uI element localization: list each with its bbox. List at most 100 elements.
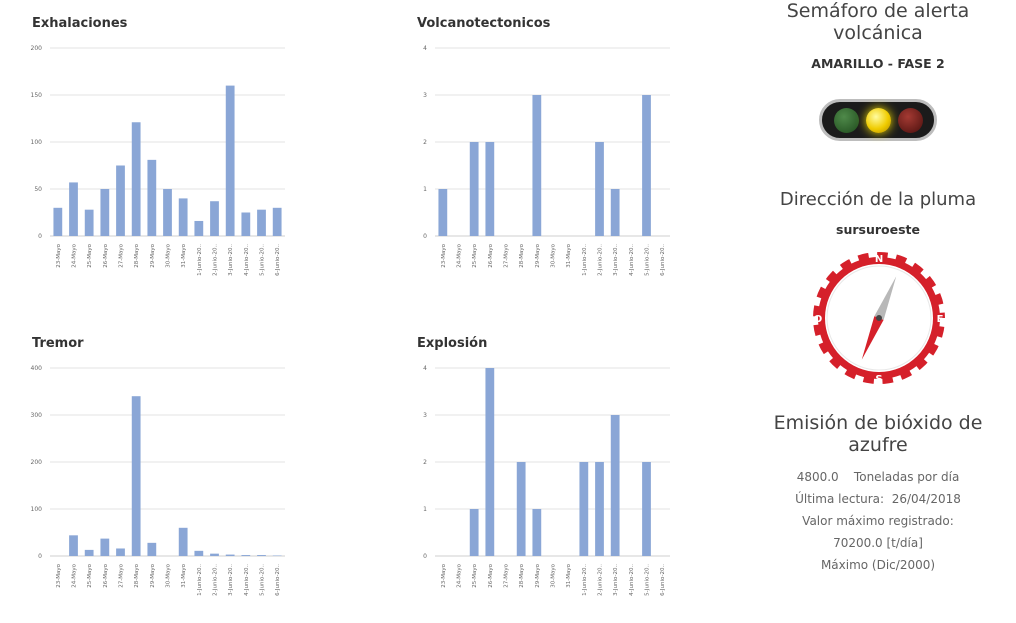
x-tick-label: 6-Junio-20.. [660,244,666,276]
x-tick-label: 5-Junio-20.. [645,564,651,596]
x-tick-label: 23-Mayo [441,563,447,587]
semaforo-status: AMARILLO - FASE 2 [740,56,1016,71]
x-tick-label: 26-Mayo [103,563,109,587]
x-tick-label: 4-Junio-20.. [244,564,250,596]
bar [595,142,604,236]
bar [147,543,156,556]
x-tick-label: 27-Mayo [504,563,510,587]
so2-max-value: 70200.0 [t/día] [740,532,1016,554]
bar [241,213,250,237]
x-tick-label: 24-Mayo [457,563,463,587]
x-tick-label: 4-Junio-20.. [629,564,635,596]
traffic-light [819,99,937,141]
y-tick-label: 200 [31,459,43,466]
x-tick-label: 24-Mayo [72,243,78,267]
x-tick-label: 3-Junio-20.. [613,244,619,276]
bar [85,210,94,236]
red-lamp-icon [898,108,923,133]
x-tick-label: 1-Junio-20.. [197,244,203,276]
so2-title: Emisión de bióxido de azufre [758,412,998,456]
x-tick-label: 31-Mayo [181,563,187,587]
pluma-direction: sursuroeste [740,222,1016,237]
bar [470,509,479,556]
compass-e-label: E [937,314,944,325]
y-tick-label: 0 [38,233,42,240]
x-tick-label: 30-Mayo [166,563,172,587]
x-tick-label: 30-Mayo [166,243,172,267]
y-tick-label: 0 [38,553,42,560]
x-tick-label: 31-Mayo [566,563,572,587]
bar [100,539,109,556]
y-tick-label: 100 [31,506,43,513]
x-tick-label: 29-Mayo [535,563,541,587]
so2-value: 4800.0 Toneladas por día [740,466,1016,488]
bar [53,208,62,236]
bar [485,142,494,236]
x-tick-label: 23-Mayo [441,243,447,267]
y-tick-label: 4 [423,365,427,372]
x-tick-label: 1-Junio-20.. [197,564,203,596]
x-tick-label: 5-Junio-20.. [260,244,266,276]
x-tick-label: 4-Junio-20.. [244,244,250,276]
x-tick-label: 25-Mayo [472,243,478,267]
x-tick-label: 24-Mayo [72,563,78,587]
bar [179,528,188,556]
x-tick-label: 28-Mayo [519,563,525,587]
x-tick-label: 6-Junio-20.. [275,564,281,596]
bar [100,189,109,236]
bar [241,555,250,556]
x-tick-label: 3-Junio-20.. [613,564,619,596]
bar [194,551,203,556]
x-tick-label: 28-Mayo [134,563,140,587]
x-tick-label: 2-Junio-20.. [213,244,219,276]
bar [257,210,266,236]
x-tick-label: 25-Mayo [472,563,478,587]
bar [517,462,526,556]
bar [179,198,188,236]
x-tick-label: 5-Junio-20.. [260,564,266,596]
x-tick-label: 2-Junio-20.. [598,564,604,596]
bar [273,208,282,236]
semaforo-title: Semáforo de alerta volcánica [773,0,983,44]
x-tick-label: 1-Junio-20.. [582,244,588,276]
x-tick-label: 6-Junio-20.. [660,564,666,596]
bar [438,189,447,236]
x-tick-label: 28-Mayo [134,243,140,267]
x-tick-label: 28-Mayo [519,243,525,267]
x-tick-label: 29-Mayo [535,243,541,267]
x-tick-label: 26-Mayo [103,243,109,267]
bar [226,555,235,556]
compass-o-label: O [814,314,823,325]
bar [210,554,219,556]
bar [147,160,156,236]
x-tick-label: 2-Junio-20.. [213,564,219,596]
x-tick-label: 6-Junio-20.. [275,244,281,276]
so2-info: 4800.0 Toneladas por día Última lectura:… [740,466,1016,576]
status-panel: Semáforo de alerta volcánica AMARILLO - … [740,0,1016,576]
x-tick-label: 27-Mayo [119,563,125,587]
x-tick-label: 29-Mayo [150,563,156,587]
x-tick-label: 26-Mayo [488,243,494,267]
bar [226,86,235,236]
y-tick-label: 50 [34,186,42,193]
bar [132,122,141,236]
x-tick-label: 30-Mayo [551,563,557,587]
bar [69,535,78,556]
x-tick-label: 25-Mayo [87,243,93,267]
y-tick-label: 200 [31,45,43,52]
x-tick-label: 25-Mayo [87,563,93,587]
so2-max-date: Máximo (Dic/2000) [740,554,1016,576]
bar [642,95,651,236]
bar [85,550,94,556]
x-tick-label: 4-Junio-20.. [629,244,635,276]
chart-title: Exhalaciones [32,16,128,31]
y-tick-label: 2 [423,139,427,146]
x-tick-label: 31-Mayo [181,243,187,267]
x-tick-label: 24-Mayo [457,243,463,267]
